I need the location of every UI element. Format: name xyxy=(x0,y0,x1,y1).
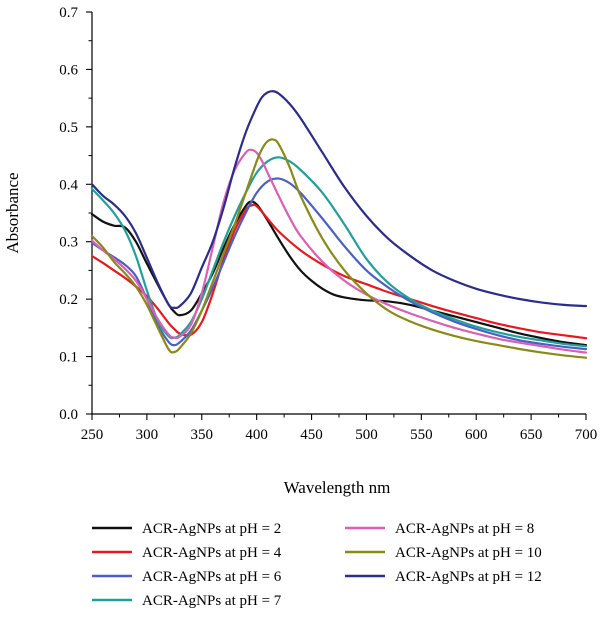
legend-item: ACR-AgNPs at pH = 4 xyxy=(92,545,282,561)
series-line-ph-7 xyxy=(90,156,588,348)
x-tick-label: 650 xyxy=(520,427,543,443)
x-tick-label: 450 xyxy=(300,427,323,443)
series-line-ph-6 xyxy=(90,177,588,351)
series-line-ph-10 xyxy=(90,138,588,359)
legend-label: ACR-AgNPs at pH = 6 xyxy=(142,569,282,585)
x-tick-label: 500 xyxy=(355,427,378,443)
y-tick-label: 0.4 xyxy=(59,177,78,193)
x-tick-label: 250 xyxy=(81,427,104,443)
y-tick-label: 0.6 xyxy=(59,62,78,78)
legend-label: ACR-AgNPs at pH = 4 xyxy=(142,545,282,561)
legend-item: ACR-AgNPs at pH = 6 xyxy=(92,569,282,585)
x-tick-label: 550 xyxy=(410,427,433,443)
series-lines xyxy=(90,90,588,359)
x-tick-label: 350 xyxy=(191,427,214,443)
axes: 250 300 350 400 450 500 550 600 650 700 0.0 0.1 0.2 0… xyxy=(59,5,597,443)
legend-item: ACR-AgNPs at pH = 12 xyxy=(345,569,542,585)
legend-label: ACR-AgNPs at pH = 10 xyxy=(395,545,542,561)
legend-label: ACR-AgNPs at pH = 2 xyxy=(142,521,281,537)
legend-item: ACR-AgNPs at pH = 7 xyxy=(92,593,282,609)
y-axis-label: Absorbance xyxy=(3,172,22,253)
legend-item: ACR-AgNPs at pH = 8 xyxy=(345,521,534,537)
y-tick-label: 0.0 xyxy=(59,407,78,423)
series-line-ph-12 xyxy=(90,90,588,310)
legend-label: ACR-AgNPs at pH = 8 xyxy=(395,521,534,537)
x-axis-label: Wavelength nm xyxy=(284,478,391,497)
legend-item: ACR-AgNPs at pH = 2 xyxy=(92,521,281,537)
y-tick-label: 0.3 xyxy=(59,235,78,251)
y-tick-label: 0.1 xyxy=(59,350,78,366)
legend-item: ACR-AgNPs at pH = 10 xyxy=(345,545,542,561)
y-tick-label: 0.5 xyxy=(59,120,78,136)
x-tick-label: 600 xyxy=(465,427,488,443)
y-tick-label: 0.7 xyxy=(59,5,78,21)
series-line-ph-4 xyxy=(90,203,588,340)
y-tick-label: 0.2 xyxy=(59,292,78,308)
x-tick-label: 400 xyxy=(245,427,268,443)
legend-label: ACR-AgNPs at pH = 12 xyxy=(395,569,542,585)
x-tick-label: 300 xyxy=(136,427,159,443)
legend-label: ACR-AgNPs at pH = 7 xyxy=(142,593,282,609)
x-tick-label: 700 xyxy=(575,427,598,443)
legend: ACR-AgNPs at pH = 2 ACR-AgNPs at pH = 4 AC… xyxy=(92,521,542,609)
